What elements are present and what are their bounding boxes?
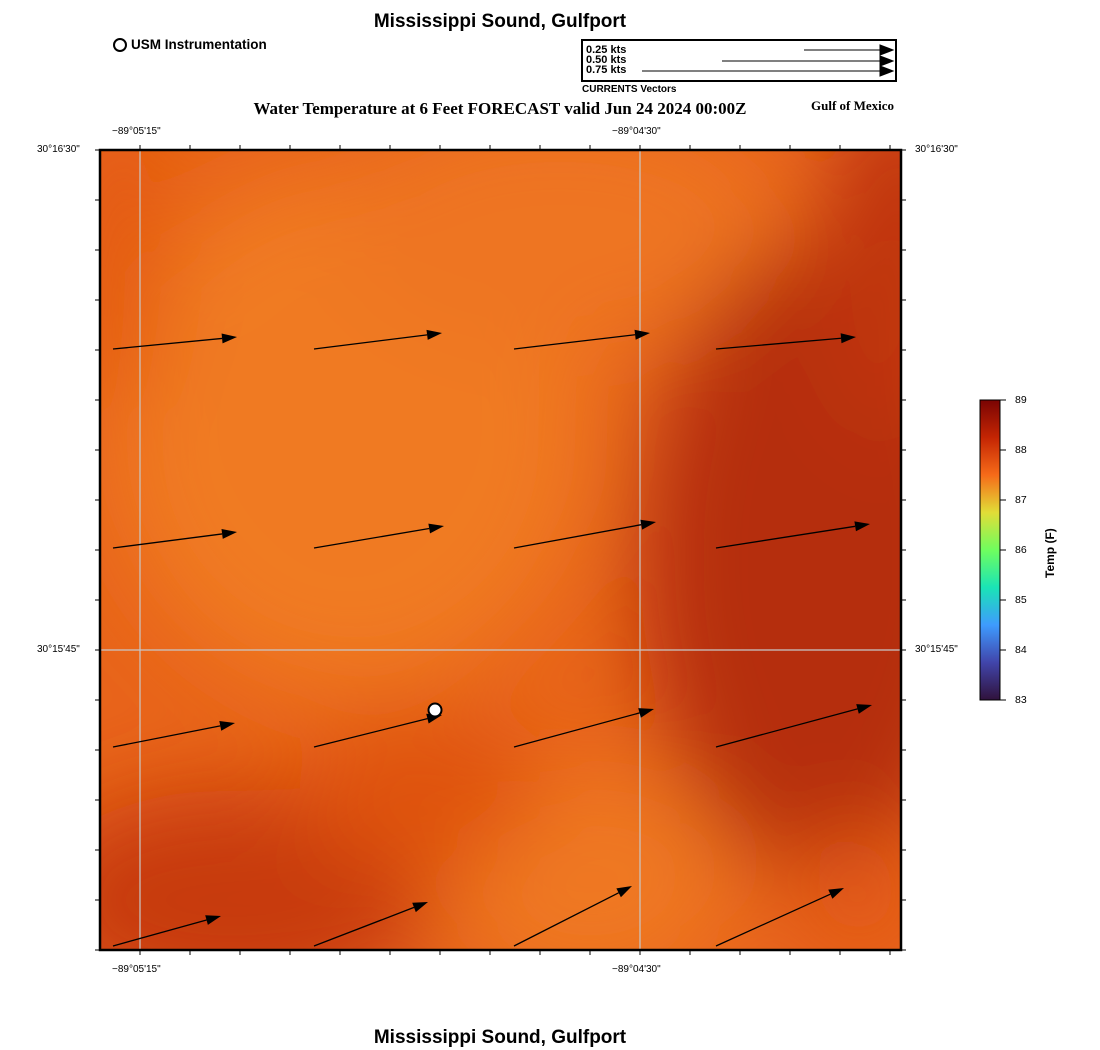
region-label: Gulf of Mexico (811, 98, 895, 113)
current-vector (513, 519, 656, 549)
colorbar-tick-83: 83 (1015, 694, 1027, 706)
current-vector-shaft (715, 525, 856, 549)
station-markers[interactable] (427, 702, 443, 718)
colorbar-title: Temp (F) (1043, 528, 1057, 578)
current-vector-shaft (112, 725, 221, 748)
usm-station-marker[interactable] (427, 702, 443, 718)
current-vector (715, 704, 872, 748)
current-vector (715, 521, 870, 549)
current-vector-arrowhead (616, 886, 632, 898)
vector-scale-label-075: 0.75 kts (586, 64, 627, 76)
current-vector-shaft (313, 334, 428, 350)
graticule (100, 150, 901, 950)
colorbar-tick-87: 87 (1015, 494, 1027, 506)
current-vector (112, 528, 237, 549)
current-vector-arrowhead (856, 704, 872, 714)
current-vector (513, 886, 632, 947)
station-marker-icon (113, 37, 127, 52)
current-vector-shaft (513, 892, 619, 947)
current-vector-shaft (313, 718, 428, 748)
current-vector-shaft (715, 708, 858, 748)
current-vector (513, 329, 650, 350)
current-vector-shaft (112, 337, 223, 350)
station-legend: USM Instrumentation (113, 37, 267, 52)
vector-caption: CURRENTS Vectors (582, 84, 677, 95)
colorbar-tick-88: 88 (1015, 444, 1027, 456)
current-vector (313, 329, 442, 350)
current-vector (112, 333, 237, 350)
current-vectors (112, 329, 872, 947)
colorbar-tick-89: 89 (1015, 394, 1027, 406)
current-vector-arrowhead (638, 708, 654, 718)
lat-tick-right-2: 30°15'45" (915, 644, 958, 655)
current-vector-arrowhead (854, 521, 870, 532)
vector-scale-legend: 0.25 kts 0.50 kts 0.75 kts (581, 39, 897, 82)
current-vector-arrowhead (221, 528, 237, 539)
vector-scale-arrowhead-050 (879, 55, 895, 67)
current-vector (715, 333, 856, 350)
colorbar-tick-84: 84 (1015, 644, 1027, 656)
current-vector (715, 888, 844, 947)
current-vector (112, 915, 221, 947)
current-vector (513, 708, 654, 748)
forecast-title: Water Temperature at 6 Feet FORECAST val… (253, 99, 747, 118)
current-vector-arrowhead (640, 519, 656, 530)
temperature-field (100, 150, 901, 950)
current-vector (313, 902, 428, 947)
current-vector-arrowhead (428, 523, 444, 534)
lon-tick-top-2: −89°04'30" (612, 126, 661, 137)
current-vector-shaft (313, 527, 430, 549)
current-vector-arrowhead (219, 720, 235, 731)
current-vector-arrowhead (426, 329, 442, 340)
current-vector-shaft (313, 906, 415, 947)
colorbar-ticks (1000, 399, 1006, 701)
current-vector-arrowhead (412, 902, 428, 913)
lon-tick-top-1: −89°05'15" (112, 126, 161, 137)
current-vector-shaft (715, 337, 842, 350)
current-vector (112, 720, 235, 748)
lat-tick-left-1: 30°16'30" (37, 144, 80, 155)
current-vector-arrowhead (634, 329, 650, 340)
colorbar (979, 399, 1001, 701)
current-vector-shaft (513, 524, 642, 549)
lon-tick-bottom-2: −89°04'30" (612, 964, 661, 975)
current-vector-shaft (112, 533, 223, 549)
frame-ticks (95, 145, 906, 955)
colorbar-tick-85: 85 (1015, 594, 1027, 606)
vector-scale-arrowhead-075 (879, 65, 895, 77)
map-title: Mississippi Sound, Gulfport (373, 11, 627, 32)
vector-scale-arrowhead-025 (879, 44, 895, 56)
vector-scale-label-025: 0.25 kts (586, 44, 627, 56)
lat-tick-right-1: 30°16'30" (915, 144, 958, 155)
lon-tick-bottom-1: −89°05'15" (112, 964, 161, 975)
current-vector-arrowhead (828, 888, 844, 899)
vector-scale-label-050: 0.50 kts (586, 54, 627, 66)
colorbar-tick-86: 86 (1015, 544, 1027, 556)
current-vector-arrowhead (205, 915, 221, 925)
current-vector-arrowhead (221, 333, 237, 344)
current-vector (313, 523, 444, 549)
station-legend-label: USM Instrumentation (131, 37, 267, 52)
current-vector-shaft (715, 893, 831, 947)
vector-scale-arrows (642, 44, 895, 77)
lat-tick-left-2: 30°15'45" (37, 644, 80, 655)
current-vector-shaft (513, 334, 636, 350)
current-vector-shaft (513, 712, 640, 748)
map-footer-title: Mississippi Sound, Gulfport (373, 1027, 627, 1048)
current-vector-shaft (112, 919, 207, 947)
current-vector-arrowhead (840, 333, 856, 344)
